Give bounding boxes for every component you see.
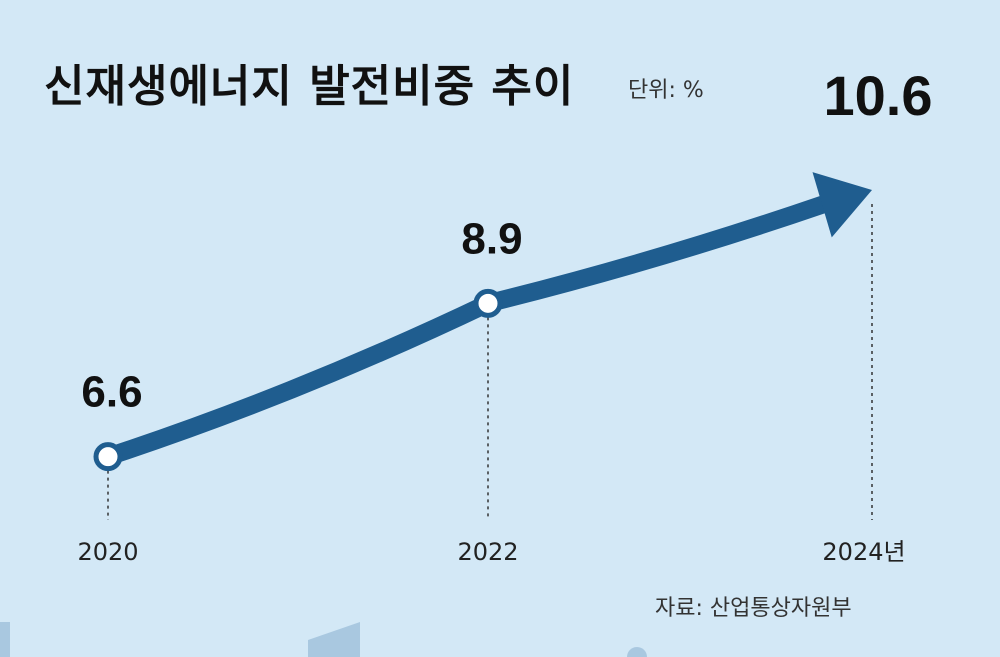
unit-label: 단위: % (628, 78, 704, 103)
background-decoration (0, 622, 647, 657)
arrow-head-2024년 (812, 172, 872, 238)
data-label-2022: 8.9 (461, 214, 522, 263)
building-silhouette-left (0, 622, 10, 657)
x-tick-label-2020: 2020 (77, 538, 138, 566)
data-label-2024년: 10.6 (824, 64, 933, 127)
x-tick-label-2022: 2022 (457, 538, 518, 566)
source-note: 자료: 산업통상자원부 (655, 596, 852, 621)
data-point-2020 (93, 442, 123, 472)
data-label-2020: 6.6 (81, 368, 142, 417)
x-tick-label-2024년: 2024년 (822, 538, 905, 566)
data-point-2022 (473, 288, 503, 318)
shape-silhouette (627, 647, 647, 657)
building-silhouette (308, 622, 360, 657)
chart-title: 신재생에너지 발전비중 추이 (44, 61, 575, 112)
